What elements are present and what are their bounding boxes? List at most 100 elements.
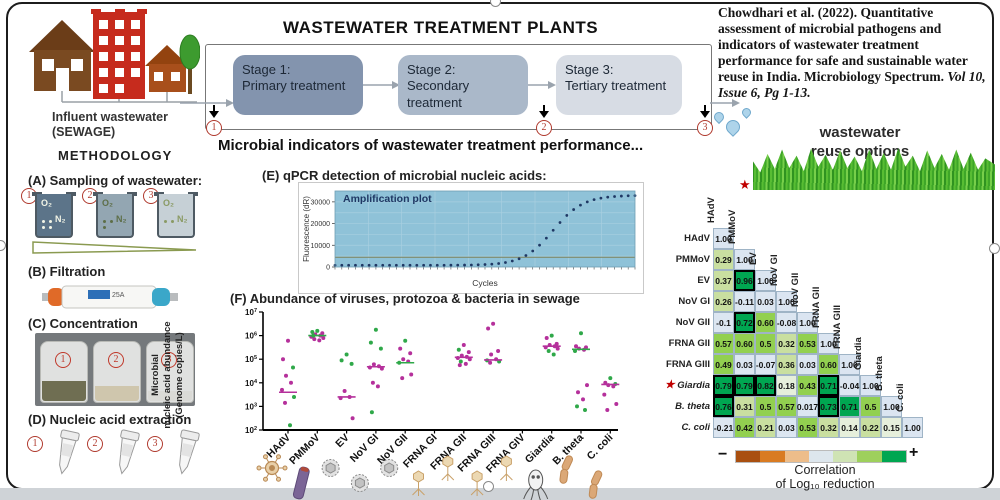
heatmap-cell: 1.00 — [860, 375, 881, 396]
heatmap-cell: 0.60 — [755, 312, 776, 333]
data-point — [400, 376, 405, 381]
qpcr-ylabel: Fluorescence (dR) — [302, 196, 311, 262]
legend-color-segment — [881, 451, 906, 462]
heatmap-cell: 0.03 — [755, 291, 776, 312]
significance-star-icon: ★ — [739, 177, 751, 192]
heatmap-cell: 0.57 — [776, 396, 797, 417]
data-point — [408, 351, 413, 356]
heatmap-cell: 0.60 — [818, 354, 839, 375]
heatmap-row-label: HAdV — [684, 233, 710, 244]
data-point — [321, 335, 326, 340]
heatmap-row-label: PMMoV — [675, 254, 710, 265]
data-point — [291, 365, 295, 370]
data-point — [373, 327, 378, 332]
data-point — [312, 337, 317, 342]
data-point — [489, 352, 494, 357]
nitrogen-label: N₂ — [116, 214, 127, 224]
data-point — [602, 392, 607, 397]
heatmap-cell: -0.04 — [839, 375, 860, 396]
data-point — [496, 348, 501, 353]
heatmap-row-label: NoV GII — [675, 317, 710, 328]
heatmap-cell: 0.5 — [860, 396, 881, 417]
legend-color-segment — [808, 451, 834, 462]
stage-2-box: Stage 2: Secondary treatment — [398, 55, 528, 115]
phage-icon — [412, 470, 425, 496]
heatmap-cell: -0.11 — [734, 291, 755, 312]
tube-number: 3 — [147, 436, 163, 452]
legend-color-segment — [736, 451, 761, 462]
data-point — [546, 348, 551, 353]
icosahedral-virus-icon — [380, 459, 399, 477]
heatmap-cell: 0.31 — [734, 396, 755, 417]
tube-number: 2 — [87, 436, 103, 452]
stage-1-box: Stage 1: Primary treatment — [233, 55, 363, 115]
influent-line2: (SEWAGE) — [52, 125, 116, 139]
heatmap-cell: 0.26 — [713, 291, 734, 312]
selection-handle-top[interactable] — [490, 0, 501, 7]
heatmap-cell: 0.21 — [755, 417, 776, 438]
data-point — [611, 384, 616, 389]
jar-sediment — [148, 391, 192, 401]
heatmap-cell: 1.00 — [755, 270, 776, 291]
heatmap-column-label: HAdV — [706, 197, 717, 223]
data-point — [342, 389, 347, 394]
oxygen-label: O₂ — [163, 198, 174, 208]
heatmap-column-label: NoV GI — [769, 254, 780, 286]
qpcr-plot: 0 10000 20000 30000 Amplification plot Cycles… — [302, 190, 637, 288]
data-point — [551, 352, 556, 357]
beaker: O₂ N₂ — [157, 194, 195, 238]
heatmap-cell: 0.32 — [818, 417, 839, 438]
data-point — [375, 384, 380, 389]
step-c-label: (C) Concentration — [28, 316, 138, 331]
methodology-heading: METHODOLOGY — [58, 148, 173, 163]
heatmap-row-label: B. theta — [675, 401, 710, 412]
citation-text: Chowdhari et al. (2022). Quantitative as… — [718, 5, 968, 84]
data-point — [614, 402, 619, 407]
icosahedral-virus-icon — [321, 459, 340, 477]
heatmap-cell: 0.29 — [713, 249, 734, 270]
legend-color-segment — [833, 451, 858, 462]
data-point — [350, 416, 355, 421]
reuse-label: wastewater reuse options — [770, 124, 950, 162]
data-point — [467, 357, 472, 362]
step-e-label: (E) qPCR detection of microbial nucleic … — [262, 168, 547, 183]
heatmap-cell: 1.00 — [839, 354, 860, 375]
heatmap-cell: 0.22 — [860, 417, 881, 438]
qpcr-xlabel: Cycles — [472, 278, 498, 288]
data-point — [488, 360, 493, 365]
bacteria-rod-icon — [559, 455, 574, 484]
figure-title: WASTEWATER TREATMENT PLANTS — [283, 18, 599, 37]
inflow-arrow — [226, 99, 234, 107]
qpcr-panel: 0 10000 20000 30000 Amplification plot Cycles… — [298, 182, 644, 294]
data-point — [486, 326, 491, 331]
filter-outlet-cap — [152, 288, 170, 306]
data-point — [283, 400, 287, 405]
selection-handle-right[interactable] — [989, 243, 1000, 254]
data-point — [288, 423, 292, 428]
phage-icon — [470, 470, 484, 496]
tube-number: 1 — [27, 436, 43, 452]
stage-2-type: Secondary treatment — [407, 78, 470, 110]
selection-handle-bottom[interactable] — [483, 481, 494, 492]
data-point — [371, 362, 376, 367]
concentrate-jar: 3 — [146, 341, 194, 403]
particle-dot — [42, 220, 45, 223]
heatmap-row-label: NoV GI — [678, 296, 710, 307]
concentration-photo: 1 2 3 — [35, 333, 195, 406]
reuse-line1: wastewater — [819, 124, 901, 141]
abundance-ytick: 104 — [245, 379, 258, 388]
heatmap-cell: 0.32 — [776, 333, 797, 354]
data-point — [585, 383, 589, 388]
abundance-ytick: 105 — [245, 355, 257, 364]
oxygen-label: O₂ — [102, 198, 113, 208]
data-point — [403, 338, 408, 343]
heatmap-cell: 0.53 — [797, 417, 818, 438]
heatmap-row-label: FRNA GII — [668, 338, 710, 349]
qpcr-ytick: 30000 — [311, 199, 331, 206]
data-point — [555, 346, 560, 351]
heatmap-cell: 0.03 — [797, 354, 818, 375]
jar-number: 3 — [161, 352, 177, 368]
heatmap-cell: 0.5 — [755, 333, 776, 354]
heatmap-column-label: Giardia — [853, 337, 864, 370]
